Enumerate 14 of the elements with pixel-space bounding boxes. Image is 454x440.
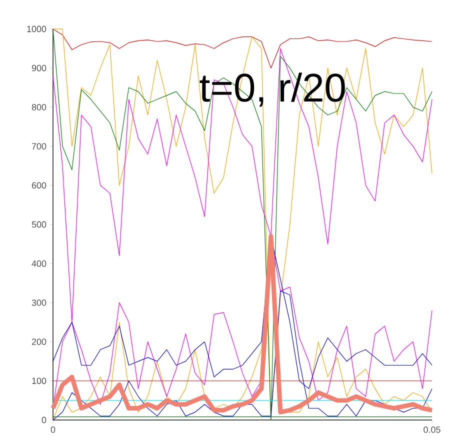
y-tick-label: 800	[32, 104, 46, 110]
y-tick-label: 400	[32, 260, 46, 267]
y-tick-label: 200	[32, 338, 46, 345]
y-tick-label: 1000	[27, 26, 46, 32]
line-series	[52, 28, 432, 68]
y-tick-label: 600	[32, 182, 46, 189]
y-tick-label: 500	[32, 221, 46, 228]
y-tick-label: 0	[42, 416, 46, 424]
y-tick-label: 700	[32, 143, 46, 150]
y-tick-label: 100	[32, 378, 46, 384]
y-tick-label: 300	[32, 300, 46, 306]
x-tick-label: 0.05	[424, 426, 440, 433]
y-tick-label: 900	[32, 64, 46, 72]
line-series	[52, 28, 432, 420]
